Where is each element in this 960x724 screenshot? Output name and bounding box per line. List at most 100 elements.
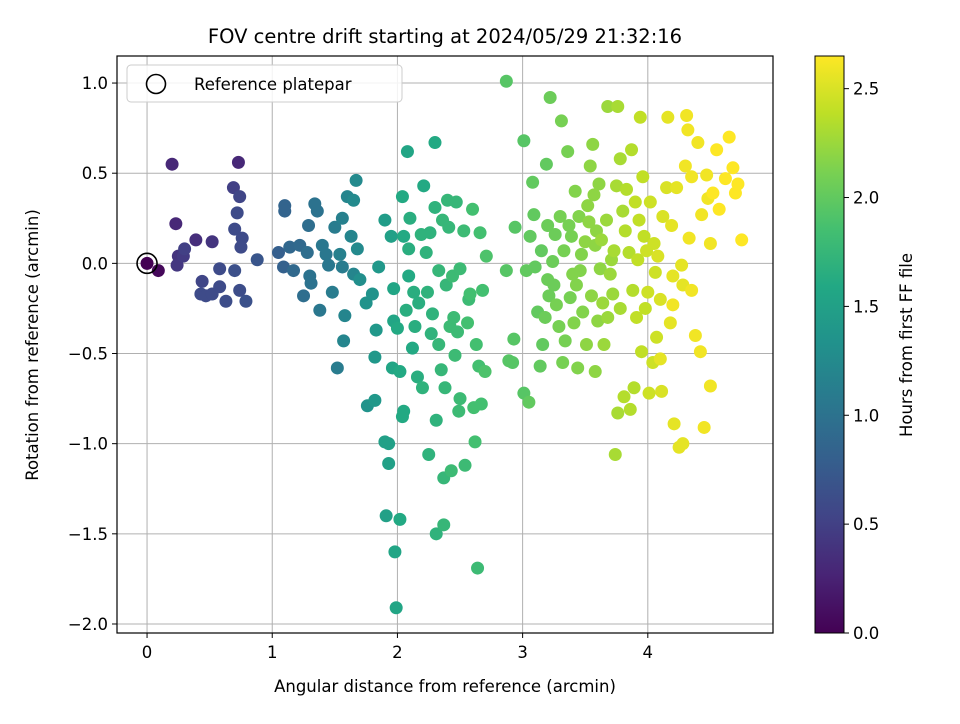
data-point (630, 310, 644, 324)
data-point (552, 319, 566, 333)
data-point (468, 435, 482, 449)
x-tick-label: 2 (392, 643, 403, 662)
data-point (596, 296, 610, 310)
data-point (393, 365, 407, 379)
data-point (230, 206, 244, 220)
data-point (287, 264, 301, 278)
data-point (562, 218, 576, 232)
data-point (653, 352, 667, 366)
data-point (539, 157, 553, 171)
data-point (666, 298, 680, 312)
data-point (432, 264, 446, 278)
data-point (239, 294, 253, 308)
data-point (335, 211, 349, 225)
data-point (417, 179, 431, 193)
data-point (359, 296, 373, 310)
data-point (333, 247, 347, 261)
colorbar-tick-label: 1.5 (853, 297, 879, 316)
data-point (579, 338, 593, 351)
data-point (408, 319, 422, 333)
data-point (403, 211, 417, 225)
data-point (685, 283, 699, 297)
data-point (667, 417, 681, 431)
data-point (169, 217, 183, 231)
data-point (635, 345, 649, 359)
data-point (271, 246, 285, 260)
data-point (226, 181, 240, 195)
data-point (302, 218, 316, 232)
data-point (617, 390, 631, 404)
colorbar-tick-label: 2.5 (853, 80, 879, 99)
data-point (447, 310, 461, 324)
colorbar-tick-label: 0.0 (853, 624, 879, 643)
data-point (655, 384, 669, 398)
data-point (586, 137, 600, 151)
data-point (606, 287, 620, 301)
data-point (410, 370, 424, 384)
data-point (313, 303, 327, 317)
data-point (178, 242, 192, 256)
data-point (499, 74, 513, 88)
data-point (628, 195, 642, 209)
x-tick-label: 3 (517, 643, 528, 662)
data-point (536, 338, 550, 351)
y-tick-label: −1.5 (68, 525, 108, 544)
x-tick-label: 4 (643, 643, 654, 662)
data-point (402, 269, 416, 283)
data-point (425, 307, 439, 321)
data-point (382, 457, 396, 471)
data-point (195, 274, 209, 288)
data-point (278, 204, 292, 218)
data-point (547, 278, 561, 292)
data-point (591, 314, 605, 328)
data-point (434, 363, 448, 377)
data-point (648, 265, 662, 279)
data-point (233, 283, 247, 297)
data-point (393, 512, 407, 526)
data-point (420, 285, 434, 299)
data-point (546, 255, 560, 269)
colorbar-tick-label: 1.0 (853, 406, 879, 425)
data-point (523, 229, 537, 243)
data-point (457, 224, 471, 238)
data-point (700, 168, 714, 182)
data-point (337, 334, 351, 348)
y-axis-label: Rotation from reference (arcmin) (23, 209, 42, 481)
data-point (599, 213, 613, 227)
data-point (697, 420, 711, 434)
data-point (693, 345, 707, 359)
data-point (582, 215, 596, 229)
data-point (283, 240, 297, 254)
data-point (665, 218, 679, 232)
data-point (563, 291, 577, 305)
data-point (557, 244, 571, 258)
data-point (601, 99, 615, 113)
data-point (625, 143, 639, 157)
data-point (632, 213, 646, 227)
data-point (437, 518, 451, 532)
data-point (461, 316, 475, 330)
data-point (205, 235, 219, 249)
data-point (522, 395, 536, 409)
data-point (569, 278, 583, 292)
data-point (300, 246, 314, 260)
data-point (636, 170, 650, 184)
data-point (682, 231, 696, 245)
data-point (231, 155, 245, 169)
data-point (310, 204, 324, 218)
data-point (691, 136, 705, 150)
x-axis-label: Angular distance from reference (arcmin) (274, 677, 616, 696)
data-point (397, 404, 411, 418)
y-tick-label: 0.5 (82, 164, 108, 183)
data-point (620, 182, 634, 196)
data-point (597, 338, 611, 351)
data-point (389, 601, 403, 615)
data-point (365, 287, 379, 301)
data-point (558, 334, 572, 348)
chart-title: FOV centre drift starting at 2024/05/29 … (208, 25, 682, 48)
y-axis-ticks: −2.0 −1.5 −1.0 −0.5 0.0 0.5 1.0 (68, 74, 117, 634)
data-point (613, 301, 627, 315)
data-point (452, 404, 466, 418)
data-point (353, 273, 367, 287)
data-point (469, 338, 483, 351)
